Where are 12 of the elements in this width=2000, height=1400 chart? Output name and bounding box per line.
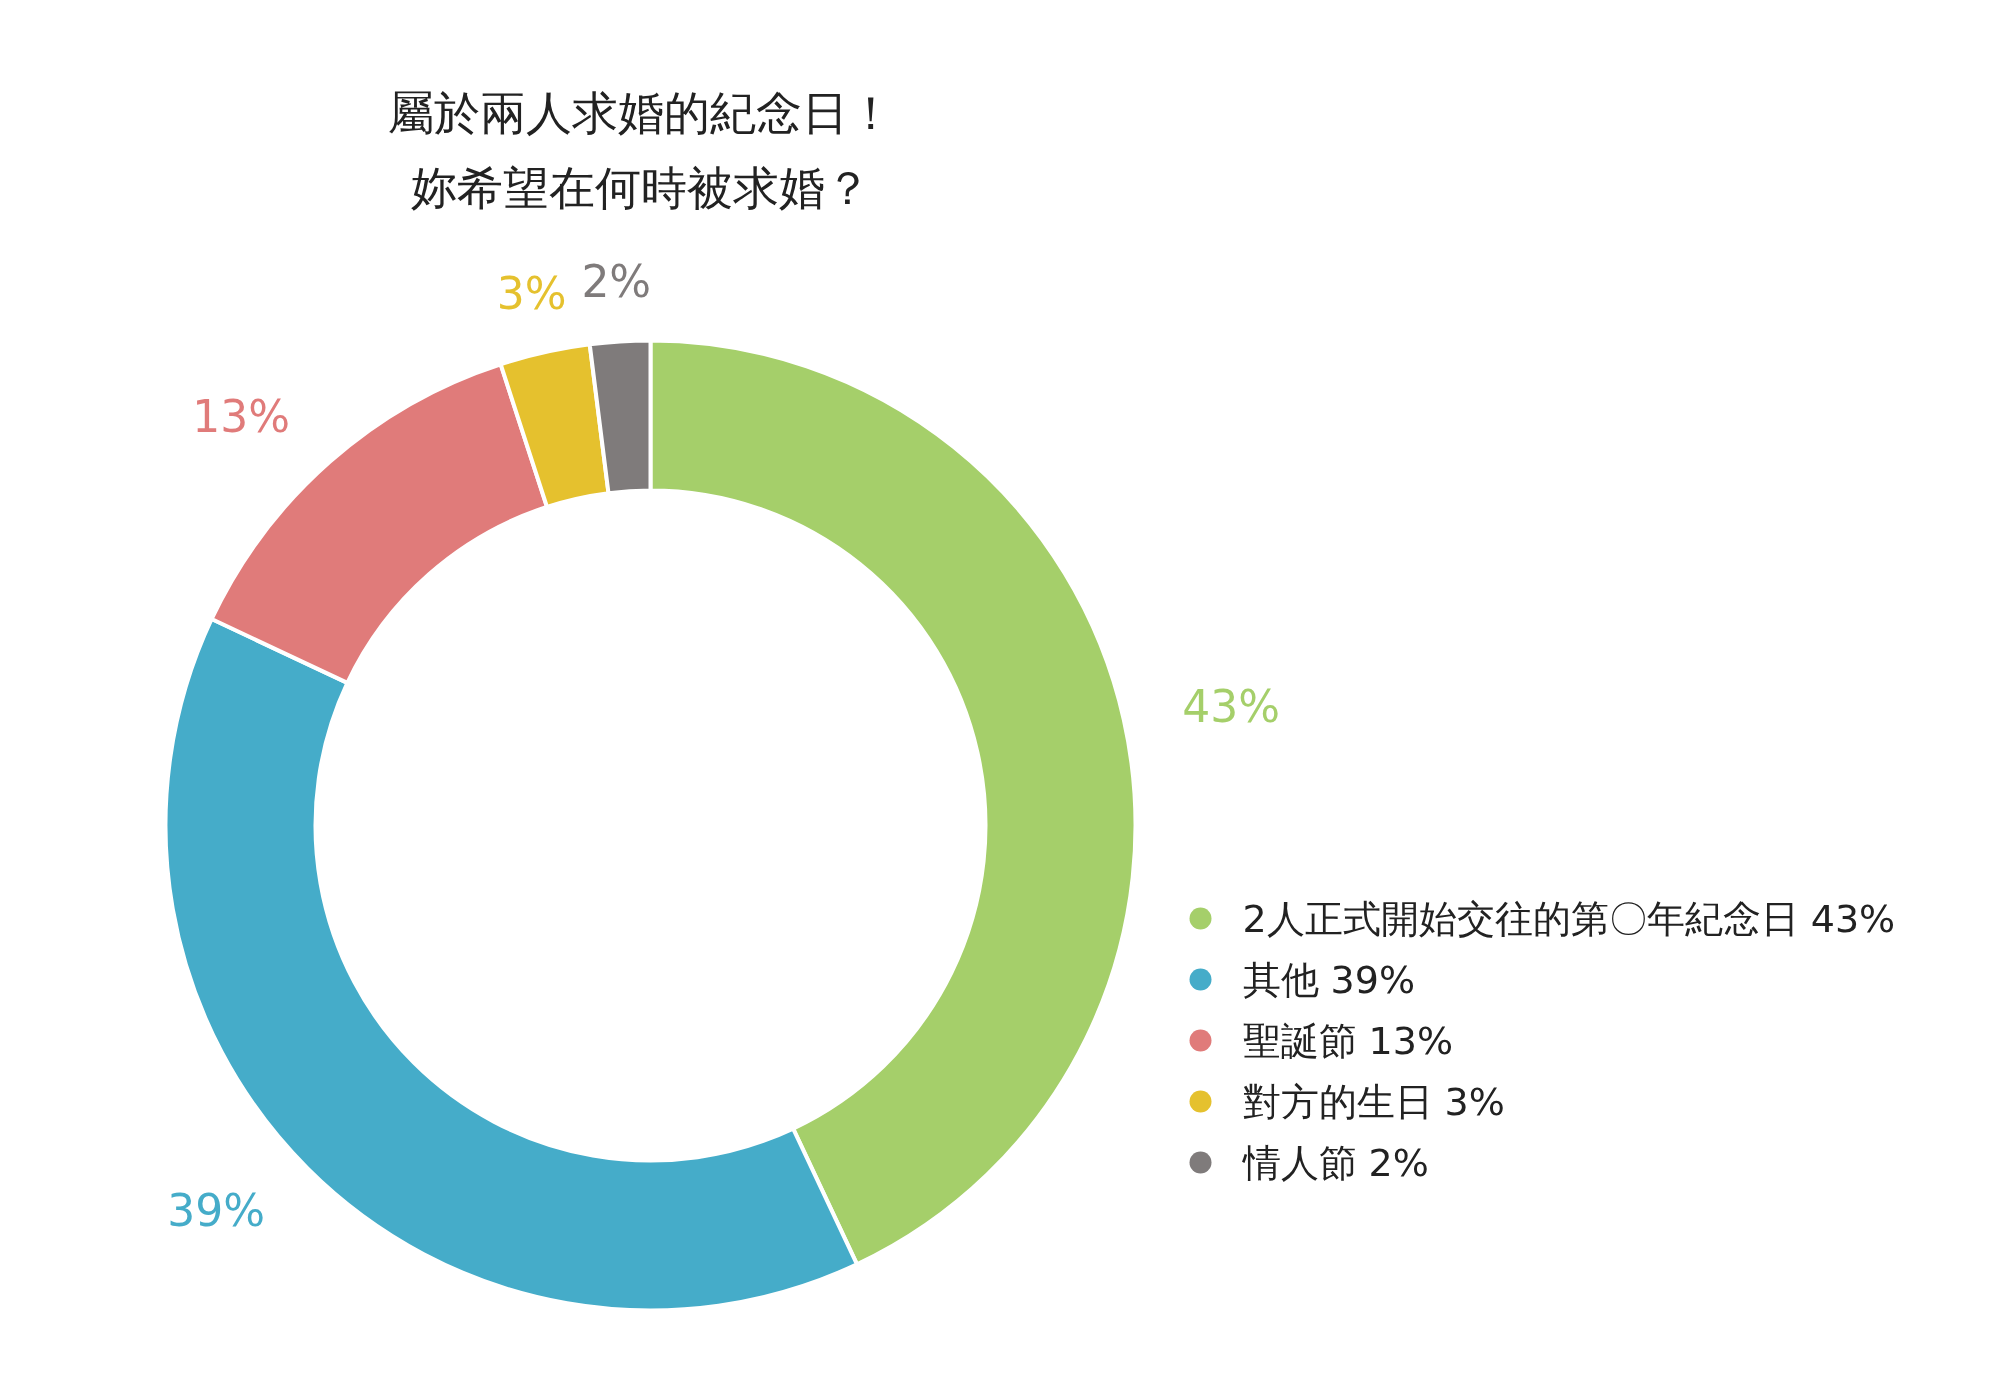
data-label: 3% — [496, 268, 567, 320]
legend-label: 聖誕節 13% — [1242, 1018, 1454, 1063]
data-label: 2% — [581, 256, 652, 308]
data-label: 13% — [192, 391, 291, 443]
legend-label: 2人正式開始交往的第〇年紀念日 43% — [1242, 896, 1896, 941]
data-label: 39% — [167, 1185, 266, 1237]
data-label: 43% — [1182, 681, 1281, 733]
legend-label: 對方的生日 3% — [1242, 1079, 1505, 1124]
legend-label: 其他 39% — [1242, 957, 1416, 1002]
chart-title: 屬於兩人求婚的紀念日！ — [387, 85, 894, 140]
chart-subtitle: 妳希望在何時被求婚？ — [410, 160, 871, 215]
legend-label: 情人節 2% — [1241, 1140, 1429, 1185]
